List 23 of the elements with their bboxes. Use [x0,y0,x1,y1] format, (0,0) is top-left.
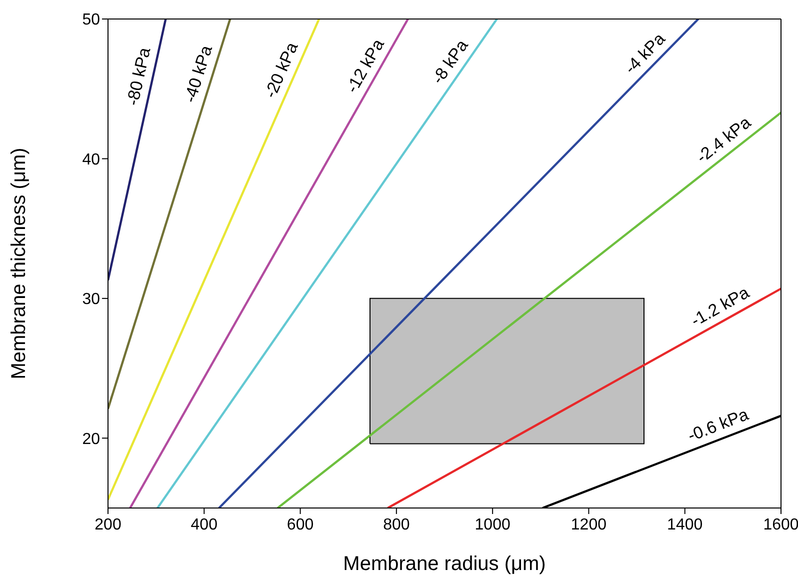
x-tick-label: 600 [286,516,314,534]
x-tick-label: 800 [383,516,410,534]
text: -8 kPa [428,36,472,88]
y-tick-label: 20 [82,430,100,448]
y-tick-label: 30 [82,291,100,308]
text: -2.4 kPa [692,112,755,167]
text: -20 kPa [260,39,302,101]
y-tick-label: 50 [82,12,100,29]
x-axis-title: Membrane radius (μm) [343,553,546,575]
x-tick-label: 1200 [570,516,607,534]
x-tick-label: 200 [94,516,122,534]
text: -40 kPa [180,42,216,105]
text: -0.6 kPa [685,404,752,446]
y-tick-label: 40 [82,151,100,168]
text: -1.2 kPa [688,282,753,330]
x-tick-label: 1600 [763,516,798,534]
x-tick-label: 400 [190,516,218,534]
text: -80 kPa [123,45,154,108]
text: -12 kPa [342,35,388,96]
text: -4 kPa [620,28,670,78]
x-tick-label: 1400 [667,516,703,534]
x-tick-label: 1000 [474,516,510,534]
y-axis-title: Membrane thickness (μm) [8,148,30,380]
